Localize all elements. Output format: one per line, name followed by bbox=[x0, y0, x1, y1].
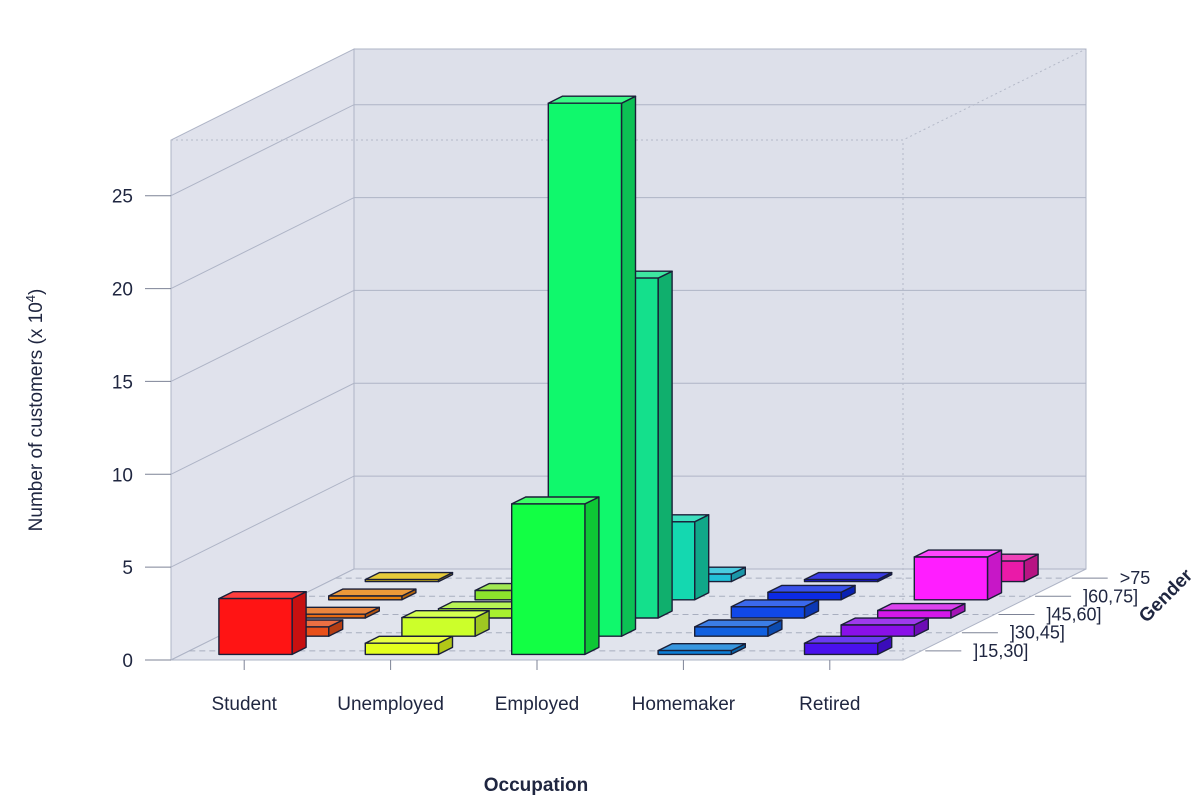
bar-side bbox=[986, 549, 1003, 601]
bar-top bbox=[694, 619, 783, 628]
bar-side bbox=[694, 514, 710, 601]
bar-homemaker-3 bbox=[767, 584, 856, 601]
x-axis: Student Unemployed Employed Homemaker Retire… bbox=[211, 660, 860, 715]
bar-front bbox=[877, 609, 952, 619]
gridline bbox=[170, 104, 1086, 197]
bar-homemaker-1 bbox=[694, 619, 783, 637]
bar-top bbox=[730, 599, 820, 608]
bar-side bbox=[620, 95, 637, 637]
bar-front bbox=[767, 591, 842, 601]
y-axis: 0 5 10 15 20 25 bbox=[112, 187, 171, 672]
left-wall bbox=[170, 48, 355, 661]
bar-front bbox=[730, 606, 806, 619]
y-axis-title: Number of customers (x 104) bbox=[23, 289, 48, 532]
y-tick-label: 25 bbox=[112, 187, 133, 208]
bar-top bbox=[511, 496, 600, 505]
y-tick-label: 20 bbox=[112, 280, 133, 301]
x-tick-label: Student bbox=[211, 694, 277, 715]
bar-retired-2 bbox=[877, 602, 966, 619]
x-tick-label: Employed bbox=[495, 694, 580, 715]
bar-top bbox=[767, 584, 856, 593]
y-axis-title-main: Number of customers (x 10 bbox=[26, 302, 47, 531]
gridline bbox=[170, 475, 1086, 568]
bar-employed-0 bbox=[511, 496, 600, 656]
z-tick-label: ]45,60] bbox=[1047, 605, 1102, 625]
x-tick-label: Unemployed bbox=[337, 694, 444, 715]
z-tick-label: ]30,45] bbox=[1010, 623, 1065, 643]
gridline bbox=[170, 289, 1086, 382]
y-tick-label: 10 bbox=[112, 465, 133, 486]
bar-front bbox=[694, 626, 769, 637]
bar-top bbox=[401, 610, 490, 619]
z-tick-label: >75 bbox=[1120, 568, 1151, 588]
bar-front bbox=[803, 578, 879, 583]
bar-student-4 bbox=[364, 571, 454, 583]
bar-front bbox=[401, 616, 476, 637]
bar-side bbox=[657, 270, 673, 619]
bar-retired-0 bbox=[803, 635, 893, 656]
x-tick-label: Homemaker bbox=[632, 694, 736, 715]
y-tick-label: 5 bbox=[122, 558, 133, 579]
bar-front bbox=[803, 642, 879, 656]
chart-bars bbox=[218, 95, 1039, 656]
bar-side bbox=[291, 591, 307, 656]
y-tick-label: 0 bbox=[122, 651, 133, 672]
gridline bbox=[170, 197, 1086, 290]
bar-front bbox=[511, 503, 586, 656]
bar-top bbox=[364, 635, 454, 644]
bar-homemaker-0 bbox=[657, 643, 746, 656]
bar-front bbox=[328, 595, 403, 601]
bar-unemployed-1 bbox=[401, 610, 490, 637]
bar-front bbox=[913, 556, 989, 601]
x-tick-label: Retired bbox=[799, 694, 860, 715]
bar-top bbox=[657, 643, 746, 652]
bar-top bbox=[877, 602, 966, 612]
bar-top bbox=[218, 591, 307, 600]
y-axis-title-sup: 4 bbox=[23, 295, 38, 302]
bar-homemaker-2 bbox=[730, 599, 820, 619]
z-tick-label: ]15,30] bbox=[973, 641, 1028, 661]
bar-student-3 bbox=[328, 588, 417, 601]
bar-front bbox=[364, 642, 440, 656]
bar-retired-1 bbox=[840, 617, 929, 637]
bar-front bbox=[657, 649, 732, 656]
gridline bbox=[170, 382, 1086, 475]
bar-top bbox=[803, 571, 893, 581]
z-tick-label: ]60,75] bbox=[1083, 586, 1138, 606]
bar-side bbox=[584, 496, 600, 656]
box-edge bbox=[171, 48, 1087, 141]
bar-top bbox=[913, 549, 1003, 558]
bar-top bbox=[364, 571, 454, 581]
bar-unemployed-0 bbox=[364, 635, 454, 656]
z-axis: ]15,30]]30,45]]45,60]]60,75]>75 bbox=[925, 568, 1150, 661]
back-wall bbox=[353, 48, 1087, 570]
bar-retired-3 bbox=[913, 549, 1003, 601]
bar-front bbox=[364, 578, 440, 583]
bar-top bbox=[547, 95, 637, 104]
bar-top bbox=[803, 635, 893, 644]
bar-homemaker-4 bbox=[803, 571, 893, 583]
y-axis-title-end: ) bbox=[26, 289, 47, 295]
y-tick-label: 15 bbox=[112, 372, 133, 393]
bar-top bbox=[840, 617, 929, 626]
bar-student-0 bbox=[218, 591, 307, 656]
bar-top bbox=[328, 588, 417, 597]
bar-front bbox=[840, 624, 915, 637]
x-axis-title: Occupation bbox=[484, 775, 589, 796]
bar-front bbox=[218, 597, 293, 656]
